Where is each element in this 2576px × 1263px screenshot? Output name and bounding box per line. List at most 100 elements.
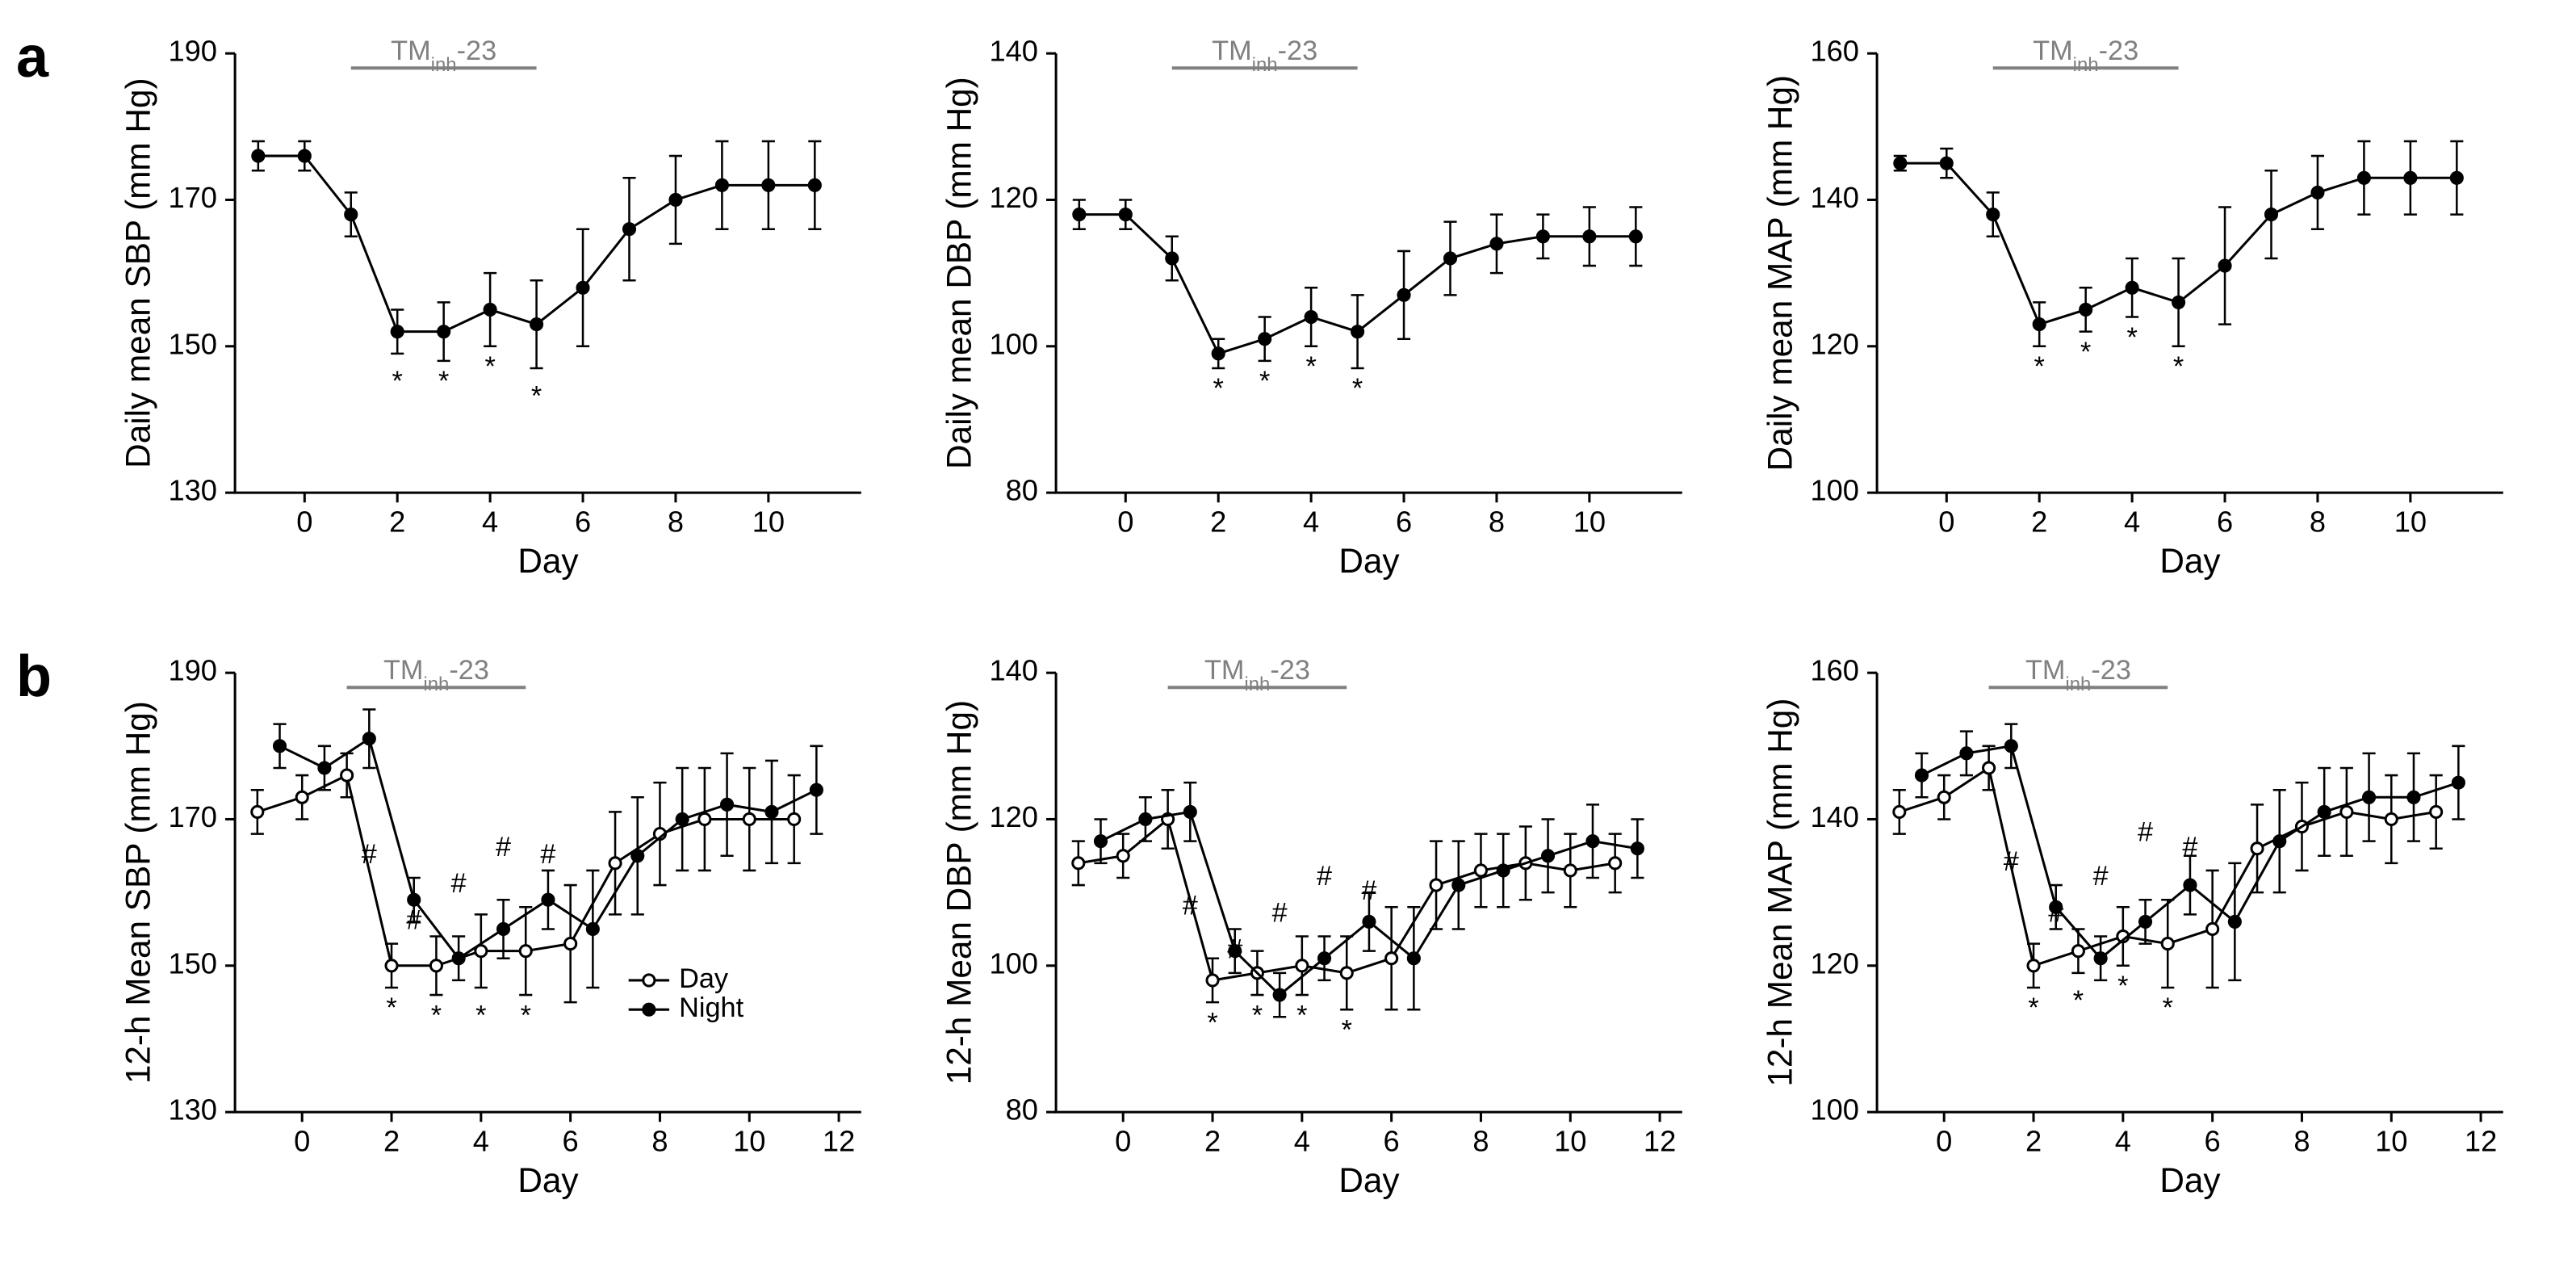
marker-closed — [2364, 791, 2375, 803]
marker-open — [2341, 806, 2352, 817]
marker-open — [2251, 843, 2263, 854]
x-tick-label: 12 — [2465, 1124, 2497, 1157]
x-axis-label: Day — [517, 1161, 579, 1199]
marker-closed — [1259, 334, 1271, 345]
marker-closed — [1491, 238, 1502, 250]
x-tick-label: 4 — [1294, 1124, 1310, 1157]
marker-closed — [716, 179, 727, 191]
marker-closed — [2095, 953, 2106, 964]
marker-closed — [2139, 916, 2151, 927]
x-tick-label: 8 — [651, 1124, 668, 1157]
y-tick-label: 120 — [989, 181, 1037, 214]
x-axis-label: Day — [2159, 542, 2221, 580]
marker-closed — [1537, 231, 1548, 242]
marker-closed — [1453, 879, 1464, 891]
sig-star: * — [2073, 985, 2084, 1016]
marker-closed — [1213, 348, 1224, 359]
chart-svg: 801001201400246810DayDaily mean DBP (mm … — [934, 16, 1707, 611]
sig-star: * — [484, 351, 495, 382]
marker-closed — [810, 784, 822, 795]
x-tick-label: 2 — [383, 1124, 400, 1157]
sig-star: * — [2163, 992, 2173, 1023]
y-tick-label: 140 — [989, 654, 1037, 687]
sig-hash: # — [362, 839, 377, 870]
x-tick-label: 10 — [752, 505, 785, 538]
y-tick-label: 100 — [1810, 474, 1858, 507]
marker-closed — [2408, 791, 2419, 803]
sig-star: * — [438, 366, 449, 397]
sig-hash: # — [2182, 832, 2197, 862]
marker-closed — [632, 850, 643, 862]
marker-open — [1475, 865, 1486, 876]
marker-closed — [2358, 172, 2369, 183]
x-axis-label: Day — [1338, 542, 1400, 580]
sig-hash: # — [451, 868, 467, 899]
marker-open — [1207, 975, 1218, 986]
marker-closed — [299, 150, 310, 162]
sig-hash: # — [1272, 897, 1288, 928]
y-tick-label: 100 — [989, 327, 1037, 360]
marker-closed — [531, 319, 542, 330]
x-tick-label: 10 — [733, 1124, 765, 1157]
axes — [1877, 53, 2503, 493]
x-tick-label: 4 — [2115, 1124, 2131, 1157]
x-axis-label: Day — [1338, 1161, 1400, 1199]
chart-svg: 1001201401600246810DayDaily mean MAP (mm… — [1755, 16, 2528, 611]
legend-label-night: Night — [679, 992, 743, 1023]
marker-closed — [346, 209, 357, 220]
sig-star: * — [475, 1000, 486, 1030]
panel-daily-map: 1001201401600246810DayDaily mean MAP (mm… — [1755, 16, 2528, 611]
sig-hash: # — [1317, 861, 1332, 892]
panel-letter-a: a — [16, 16, 48, 90]
y-tick-label: 80 — [1006, 1093, 1038, 1127]
sig-star: * — [392, 366, 403, 397]
marker-closed — [2126, 282, 2138, 293]
x-tick-label: 4 — [1303, 505, 1319, 538]
x-axis-label: Day — [517, 542, 579, 580]
sig-star: * — [2034, 351, 2045, 382]
sig-hash: # — [2093, 861, 2109, 892]
x-tick-label: 0 — [1936, 1124, 1952, 1157]
marker-closed — [587, 923, 598, 934]
x-tick-label: 10 — [2375, 1124, 2407, 1157]
x-tick-label: 10 — [1573, 505, 1606, 538]
marker-open — [2385, 813, 2397, 825]
marker-closed — [2451, 172, 2462, 183]
x-tick-label: 2 — [1210, 505, 1226, 538]
chart-svg: 80100120140024681012Day12-h Mean DBP (mm… — [934, 636, 1707, 1231]
marker-closed — [670, 194, 681, 205]
marker-open — [2028, 960, 2039, 971]
marker-closed — [542, 894, 554, 905]
sig-hash: # — [496, 832, 511, 862]
y-tick-label: 130 — [168, 1093, 216, 1127]
sig-star: * — [431, 1000, 442, 1030]
x-tick-label: 6 — [1396, 505, 1412, 538]
marker-closed — [408, 894, 420, 905]
y-tick-label: 80 — [1006, 474, 1038, 507]
marker-closed — [1398, 289, 1409, 300]
marker-open — [520, 946, 531, 957]
marker-closed — [1961, 748, 1972, 759]
x-tick-label: 6 — [563, 1124, 579, 1157]
marker-closed — [1352, 326, 1363, 338]
marker-closed — [623, 224, 635, 235]
marker-closed — [1305, 311, 1317, 322]
sig-star: * — [2173, 351, 2184, 382]
marker-open — [2431, 806, 2442, 817]
x-tick-label: 2 — [1204, 1124, 1221, 1157]
x-tick-label: 10 — [1554, 1124, 1586, 1157]
marker-closed — [363, 733, 375, 745]
sig-hash: # — [2004, 846, 2019, 877]
marker-closed — [1587, 836, 1598, 847]
marker-closed — [2080, 304, 2092, 315]
marker-closed — [1140, 813, 1151, 825]
x-tick-label: 0 — [1115, 1124, 1131, 1157]
y-tick-label: 190 — [168, 654, 216, 687]
marker-closed — [1184, 806, 1196, 817]
x-tick-label: 8 — [2293, 1124, 2310, 1157]
panel-12h-dbp: 80100120140024681012Day12-h Mean DBP (mm… — [934, 636, 1707, 1231]
marker-closed — [1444, 253, 1456, 264]
panel-letter-b: b — [16, 636, 52, 710]
marker-open — [1117, 850, 1129, 862]
marker-open — [1610, 858, 1621, 869]
